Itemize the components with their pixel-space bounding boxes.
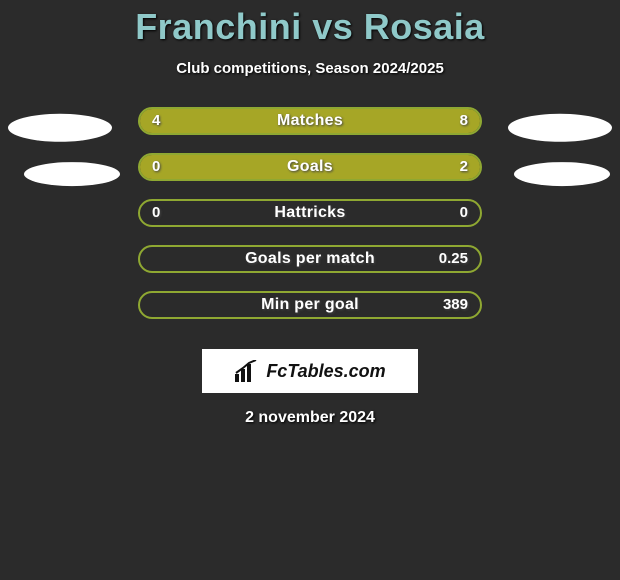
decor-ellipse — [24, 162, 120, 186]
stat-row: Goals per match0.25 — [0, 245, 620, 291]
stat-label: Min per goal — [140, 293, 480, 317]
comparison-card: Franchini vs Rosaia Club competitions, S… — [0, 0, 620, 427]
decor-ellipse — [514, 162, 610, 186]
stat-bar: 0Hattricks0 — [138, 199, 482, 227]
stat-label: Matches — [140, 109, 480, 133]
stat-row: 0Goals2 — [0, 153, 620, 199]
stat-value-right: 2 — [460, 155, 468, 179]
stat-label: Goals — [140, 155, 480, 179]
stat-label: Goals per match — [140, 247, 480, 271]
stat-bar: 4Matches8 — [138, 107, 482, 135]
stat-value-right: 0 — [460, 201, 468, 225]
stat-bar: Min per goal389 — [138, 291, 482, 319]
logo-box[interactable]: FcTables.com — [202, 349, 418, 393]
stat-value-right: 8 — [460, 109, 468, 133]
stat-value-right: 0.25 — [439, 247, 468, 271]
stats-list: 4Matches80Goals20Hattricks0Goals per mat… — [0, 107, 620, 337]
date-text: 2 november 2024 — [0, 409, 620, 427]
stat-value-right: 389 — [443, 293, 468, 317]
stat-row: Min per goal389 — [0, 291, 620, 337]
stat-label: Hattricks — [140, 201, 480, 225]
logo-text: FcTables.com — [266, 361, 385, 382]
bars-icon — [234, 360, 260, 382]
decor-ellipse — [8, 114, 112, 142]
stat-bar: Goals per match0.25 — [138, 245, 482, 273]
stat-bar: 0Goals2 — [138, 153, 482, 181]
stat-row: 0Hattricks0 — [0, 199, 620, 245]
subtitle: Club competitions, Season 2024/2025 — [0, 60, 620, 77]
page-title: Franchini vs Rosaia — [0, 6, 620, 48]
stat-row: 4Matches8 — [0, 107, 620, 153]
decor-ellipse — [508, 114, 612, 142]
